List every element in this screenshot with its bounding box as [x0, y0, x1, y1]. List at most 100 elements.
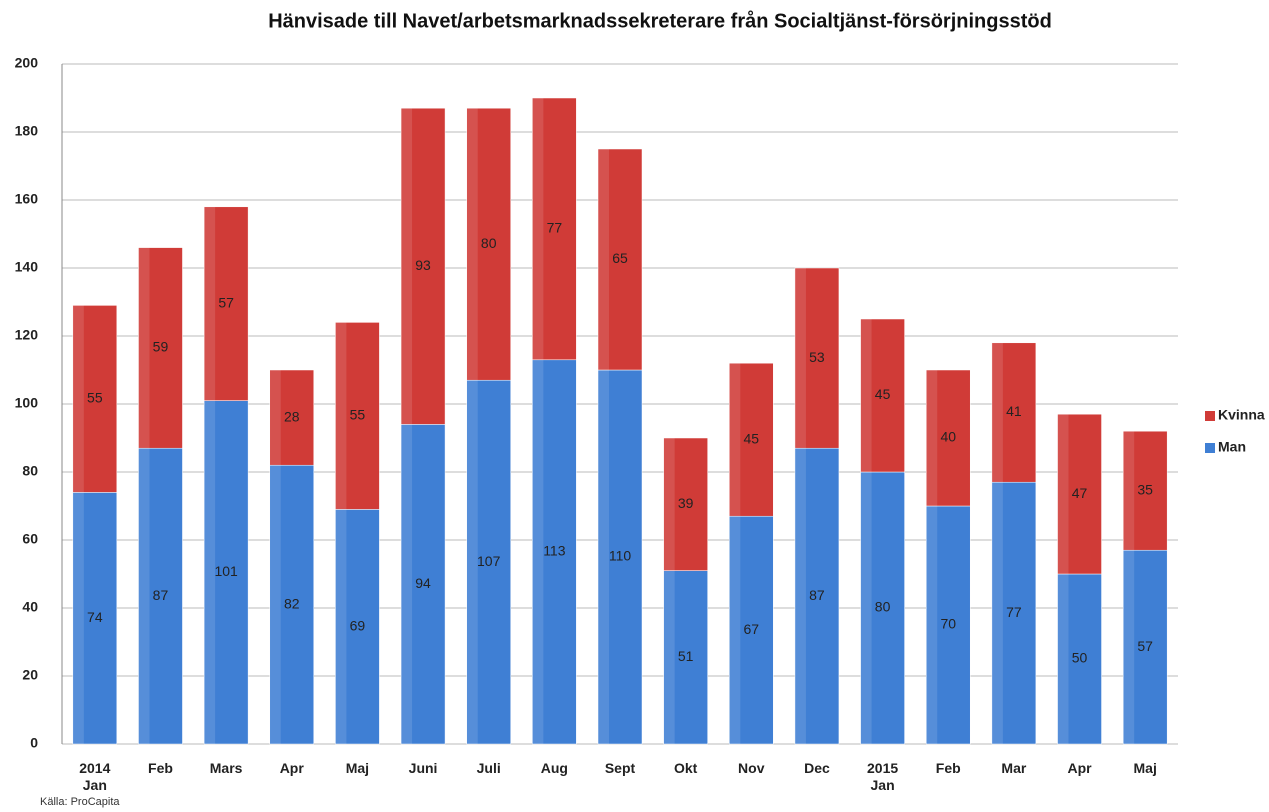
bar-segment	[466, 379, 511, 745]
x-tick-label: Juli	[476, 760, 501, 776]
data-label: 94	[415, 575, 431, 591]
bar-segment	[532, 97, 577, 361]
data-label: 80	[481, 235, 497, 251]
x-tick-label: Mars	[209, 760, 243, 776]
bar-shade	[1057, 414, 1069, 574]
data-label: 70	[940, 616, 956, 632]
x-tick-label: Maj	[345, 760, 370, 776]
bar-shade	[335, 322, 347, 510]
chart-title: Hänvisade till Navet/arbetsmarknadssekre…	[268, 9, 1052, 32]
y-tick-label: 20	[22, 667, 38, 683]
bar-shade	[532, 98, 544, 360]
bar-shade	[729, 516, 741, 744]
data-label: 93	[415, 257, 431, 273]
data-label: 82	[284, 595, 300, 611]
bar-shade	[926, 370, 938, 506]
x-tick-label: Okt	[673, 760, 698, 776]
bar-segment	[597, 369, 643, 745]
bar-segment	[925, 369, 971, 507]
bar-shade	[466, 108, 478, 381]
data-label: 107	[477, 553, 501, 569]
bar-shade	[598, 370, 609, 744]
y-tick-label: 180	[15, 123, 39, 139]
data-label: 47	[1072, 485, 1088, 501]
x-tick-label: Aug	[540, 760, 568, 776]
data-label: 55	[87, 390, 103, 406]
data-label: 57	[218, 294, 234, 310]
bar-segment	[860, 318, 905, 473]
bar-segment	[532, 359, 577, 745]
x-tick-label: Juni	[408, 760, 438, 776]
data-label: 110	[609, 548, 632, 564]
bar-segment	[1057, 413, 1102, 575]
data-label: 69	[350, 617, 366, 633]
x-tick-label: Sept	[604, 760, 636, 776]
data-label: 45	[744, 430, 760, 446]
y-tick-label: 160	[15, 191, 39, 207]
bar-segment	[269, 464, 315, 745]
bar-segment	[400, 424, 446, 745]
x-tick-label: Feb	[148, 760, 173, 776]
data-label: 87	[809, 587, 825, 603]
bar-shade	[794, 268, 806, 449]
bar-segment	[1122, 430, 1168, 551]
bar-shade	[401, 108, 413, 425]
data-label: 51	[678, 648, 694, 664]
data-label: 74	[87, 609, 103, 625]
data-label: 113	[543, 543, 566, 559]
bar-segment	[466, 107, 511, 381]
y-tick-label: 60	[22, 531, 38, 547]
bar-segment	[860, 471, 905, 745]
data-label: 45	[875, 386, 891, 402]
y-tick-label: 120	[15, 327, 39, 343]
x-tick-label: Apr	[1067, 760, 1092, 776]
bar-shade	[269, 465, 281, 744]
legend-label: Man	[1218, 439, 1246, 455]
bar-segment	[1122, 549, 1168, 745]
bar-segment	[203, 206, 249, 401]
bar-segment	[729, 362, 774, 517]
data-label: 101	[214, 563, 238, 579]
x-tick-label: Maj	[1133, 760, 1157, 776]
bar-shade	[926, 506, 938, 744]
bar-segment	[203, 400, 249, 745]
data-label: 35	[1137, 481, 1153, 497]
data-label: 77	[1006, 604, 1022, 620]
x-tick-label: Mar	[1001, 760, 1027, 776]
data-label: 41	[1006, 403, 1022, 419]
x-tick-label: Apr	[279, 760, 304, 776]
data-label: 67	[744, 621, 760, 637]
bar-segment	[991, 342, 1037, 483]
bar-segment	[794, 267, 840, 449]
bar-segment	[335, 322, 380, 510]
bar-shade	[794, 448, 806, 744]
bar-shade	[204, 206, 216, 401]
bar-segment	[138, 247, 183, 449]
bar-shade	[138, 247, 150, 449]
bar-shade	[991, 482, 1003, 744]
bar-shade	[138, 448, 150, 744]
legend-label: Kvinna	[1218, 407, 1265, 423]
x-tick-label: Nov	[738, 760, 765, 776]
bar-shade	[598, 149, 609, 370]
bar-segment	[335, 509, 380, 745]
legend-swatch	[1205, 443, 1215, 453]
bar-shade	[72, 305, 84, 493]
data-label: 39	[678, 495, 694, 511]
y-tick-label: 200	[15, 55, 39, 71]
x-tick-label: 2015 Jan	[867, 760, 899, 793]
y-tick-label: 100	[15, 395, 39, 411]
x-tick-label: Feb	[935, 760, 961, 776]
legend-swatch	[1205, 411, 1215, 421]
bar-segment	[72, 492, 118, 745]
y-tick-label: 140	[15, 259, 39, 275]
bar-segment	[663, 437, 708, 571]
bar-shade	[401, 424, 413, 744]
y-tick-label: 0	[30, 735, 38, 751]
data-label: 28	[284, 408, 300, 424]
bar-shade	[1057, 574, 1069, 744]
x-tick-label: 2014 Jan	[79, 760, 111, 793]
bar-shade	[991, 342, 1003, 483]
data-label: 53	[809, 349, 825, 365]
